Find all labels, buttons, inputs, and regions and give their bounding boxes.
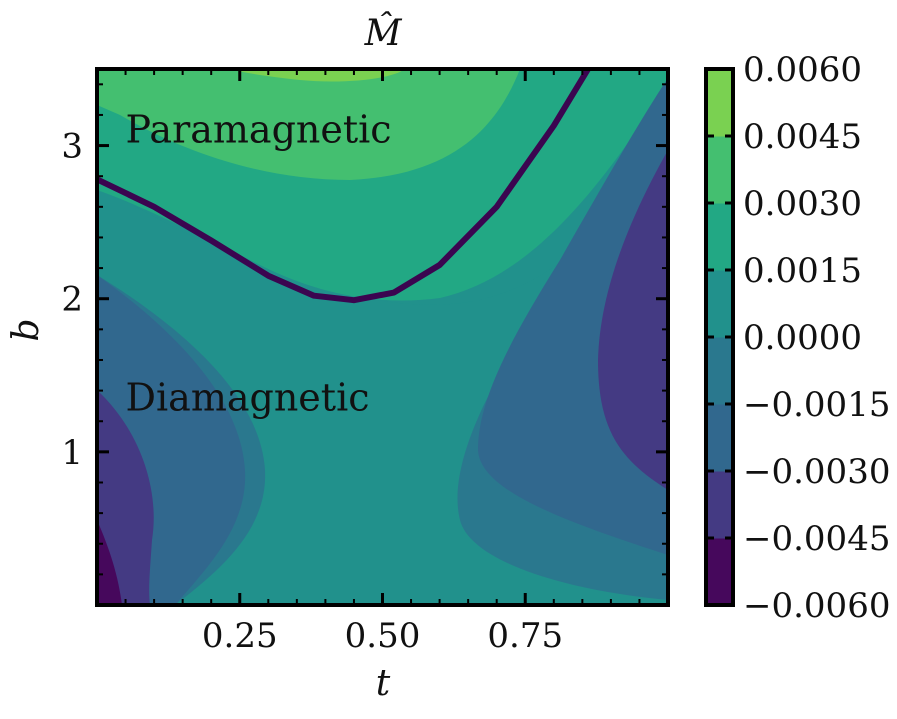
colorbar-tick-label: 0.0030 xyxy=(743,184,862,224)
contour-fill xyxy=(97,69,668,605)
colorbar-tick-label: 0.0060 xyxy=(743,50,862,90)
region-left-d4 xyxy=(97,520,122,605)
colorbar-segment xyxy=(706,538,733,606)
colorbar-segment xyxy=(706,471,733,539)
colorbar-tick-label: 0.0000 xyxy=(743,318,862,358)
colorbar-tick-label: 0.0045 xyxy=(743,117,862,157)
colorbar-tick-label: 0.0015 xyxy=(743,251,862,291)
x-tick-label: 0.75 xyxy=(487,616,563,656)
region-upper-green2 xyxy=(97,69,520,180)
region-left-d3 xyxy=(97,390,154,605)
annotation-paramagnetic: Paramagnetic xyxy=(126,107,392,151)
colorbar-tick-label: −0.0015 xyxy=(743,385,890,425)
colorbar-segment xyxy=(706,337,733,405)
colorbar-tick-label: −0.0060 xyxy=(743,586,890,626)
y-tick-label: 1 xyxy=(61,433,83,473)
colorbar: −0.0060 −0.0045 −0.0030 −0.0015 0.0000 0.0015… xyxy=(704,50,890,626)
y-axis-label: b xyxy=(6,318,47,341)
x-tick-label: 0.50 xyxy=(345,616,421,656)
colorbar-tick-label: −0.0045 xyxy=(743,519,890,559)
y-tick-label: 2 xyxy=(61,280,83,320)
x-tick-label: 0.25 xyxy=(202,616,278,656)
region-right-d3 xyxy=(598,150,668,490)
colorbar-segment xyxy=(706,270,733,338)
zero-contour-line xyxy=(97,69,591,304)
chart-title: M̂ xyxy=(364,11,403,54)
colorbar-segment xyxy=(706,203,733,271)
x-axis-label: t xyxy=(376,663,391,704)
colorbar-segment xyxy=(706,69,733,137)
axis-ticks: 0.25 0.50 0.75 1 2 3 xyxy=(61,69,668,656)
annotation-diamagnetic: Diamagnetic xyxy=(126,375,370,419)
y-tick-label: 3 xyxy=(61,127,83,167)
colorbar-tick-label: −0.0030 xyxy=(743,452,890,492)
region-upper-green3 xyxy=(230,69,405,82)
colorbar-segment xyxy=(706,136,733,204)
colorbar-segment xyxy=(706,404,733,472)
